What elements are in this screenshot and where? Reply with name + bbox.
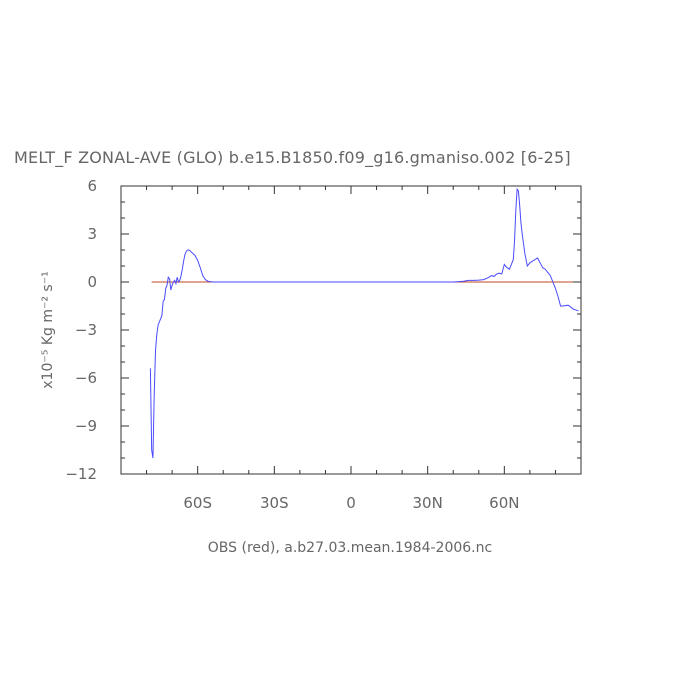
x-tick-label: 30S [260,494,289,512]
x-axis: 60S 30S 0 30N 60N [146,186,556,512]
x-tick-label: 60N [489,494,519,512]
plot-area [149,187,579,459]
y-tick-label: 0 [87,273,97,291]
y-tick-label: −3 [75,321,97,339]
x-tick-label: 30N [413,494,443,512]
series-line-0 [149,187,579,459]
x-tick-label: 60S [183,494,212,512]
x-tick-label: 0 [346,494,356,512]
y-tick-label: −9 [75,417,97,435]
chart-title: MELT_F ZONAL-AVE (GLO) b.e15.B1850.f09_g… [14,148,571,168]
y-axis: 6 3 0 −3 −6 −9 −12 [65,177,581,483]
y-tick-label: −6 [75,369,97,387]
y-axis-label: x10⁻⁵ Kg m⁻² s⁻¹ [40,271,56,388]
y-tick-label: 6 [87,177,97,195]
y-tick-label: 3 [87,225,97,243]
plot-frame [120,185,582,475]
footnote: OBS (red), a.b27.03.mean.1984-2006.nc [208,540,492,556]
y-tick-label: −12 [65,465,97,483]
